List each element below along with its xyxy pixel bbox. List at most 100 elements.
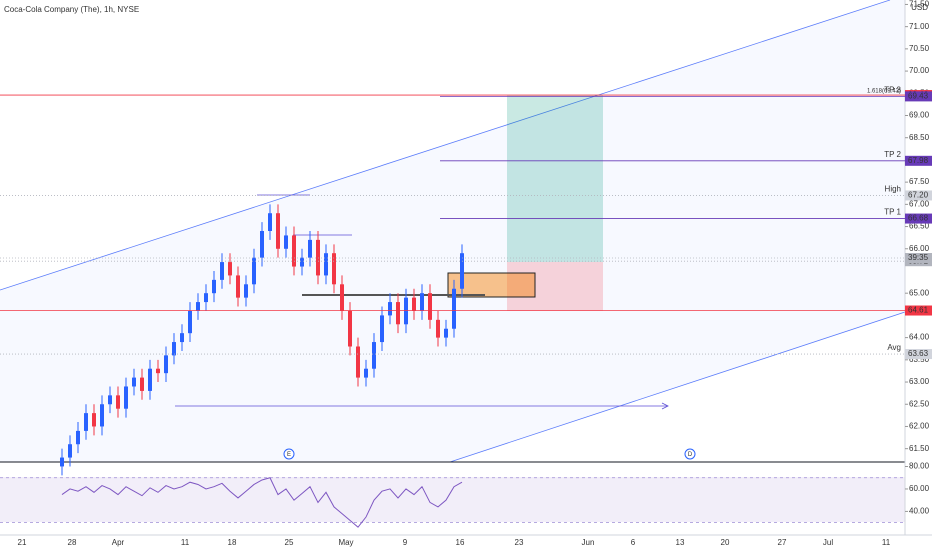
x-tick-label: 28 [68, 538, 77, 547]
price-tag: High [885, 185, 901, 194]
candle-body [452, 288, 456, 329]
candle-body [172, 342, 176, 356]
channel-fill [0, 0, 905, 462]
rsi-tick-label: 40.00 [909, 507, 930, 516]
candle-body [308, 239, 312, 258]
candle-body [244, 284, 248, 298]
candle-body [372, 342, 376, 369]
candle-body [436, 319, 440, 338]
price-tag: TP 2 [884, 150, 901, 159]
countdown-box [905, 253, 932, 263]
y-tick-label: 70.00 [909, 66, 930, 75]
x-tick-label: Jul [823, 538, 833, 547]
rsi-line [61, 477, 463, 528]
candle-body [108, 395, 112, 405]
candle-body [260, 231, 264, 258]
candle-body [388, 302, 392, 316]
x-tick-label: 20 [721, 538, 730, 547]
arrow-head [661, 402, 669, 410]
y-tick-label: 64.00 [909, 333, 930, 342]
event-badge [684, 448, 696, 460]
y-tick-label: 66.50 [909, 222, 930, 231]
event-label: D [688, 452, 693, 458]
candle-body [156, 368, 160, 374]
countdown: 39:35 [908, 253, 929, 262]
x-tick-label: May [338, 538, 353, 547]
x-tick-label: 13 [676, 538, 685, 547]
y-tick-label: 62.00 [909, 422, 930, 431]
price-note: 1.618(69.43) [867, 89, 901, 95]
y-tick-label: 62.50 [909, 399, 930, 408]
y-tick-label: 71.00 [909, 22, 930, 31]
rsi-tick-label: 60.00 [909, 484, 930, 493]
price-label: 66.68 [908, 214, 929, 223]
candle-body [348, 310, 352, 347]
candle-body [212, 279, 216, 294]
candle-body [460, 253, 464, 289]
candle-body [356, 346, 360, 378]
target-zone [507, 95, 603, 262]
currency: USD [911, 3, 928, 12]
candle-body [276, 213, 280, 249]
price-label-box [905, 155, 932, 166]
candle-body [220, 262, 224, 280]
candle-body [292, 235, 296, 267]
price-label-box [905, 91, 932, 102]
event-label: E [287, 452, 291, 458]
chart-title: Coca-Cola Company (The), 1h, NYSE [4, 5, 139, 14]
candle-body [164, 355, 168, 374]
x-tick-label: 25 [285, 538, 294, 547]
stop-zone [507, 262, 603, 311]
candle-body [412, 297, 416, 311]
rsi-band [0, 477, 905, 522]
x-tick-label: 9 [403, 538, 408, 547]
event-badge [283, 448, 295, 460]
y-tick-label: 68.50 [909, 133, 930, 142]
y-tick-label: 69.00 [909, 111, 930, 120]
candle-body [396, 302, 400, 325]
candle-body [332, 253, 336, 285]
x-tick-label: 27 [778, 538, 787, 547]
candle-body [124, 386, 128, 409]
price-label: 63.63 [908, 349, 929, 358]
x-tick-label: Jun [582, 538, 595, 547]
channel-upper [0, 0, 891, 291]
y-tick-label: 70.50 [909, 44, 930, 53]
price-label-box [905, 305, 932, 316]
candle-body [228, 262, 232, 276]
price-label-box [905, 349, 932, 360]
candle-body [364, 368, 368, 378]
candle-body [236, 275, 240, 298]
candle-body [132, 377, 136, 387]
candle-body [92, 413, 96, 427]
price-label: 69.43 [908, 92, 929, 101]
x-tick-label: 16 [456, 538, 465, 547]
candle-body [196, 302, 200, 311]
y-tick-label: 65.00 [909, 288, 930, 297]
y-tick-label: 67.50 [909, 177, 930, 186]
rsi-tick-label: 80.00 [909, 462, 930, 471]
candle-body [380, 315, 384, 343]
y-tick-label: 67.00 [909, 199, 930, 208]
candle-body [340, 284, 344, 311]
price-label: 67.20 [908, 191, 929, 200]
candle-body [180, 333, 184, 343]
price-label-box [905, 190, 932, 201]
candle-body [68, 444, 72, 458]
x-tick-label: 11 [181, 538, 190, 547]
candle-body [76, 430, 80, 445]
x-tick-label: 23 [515, 538, 524, 547]
x-tick-label: 11 [882, 538, 891, 547]
price-label: 67.98 [908, 156, 929, 165]
candle-body [204, 293, 208, 303]
x-tick-label: 6 [631, 538, 636, 547]
candle-body [188, 310, 192, 334]
candle-body [84, 413, 88, 431]
candle-body [404, 297, 408, 325]
x-tick-label: Apr [112, 538, 125, 547]
y-tick-label: 71.50 [909, 0, 930, 9]
candle-body [252, 257, 256, 285]
candle-body [420, 293, 424, 311]
price-label-box [905, 213, 932, 224]
